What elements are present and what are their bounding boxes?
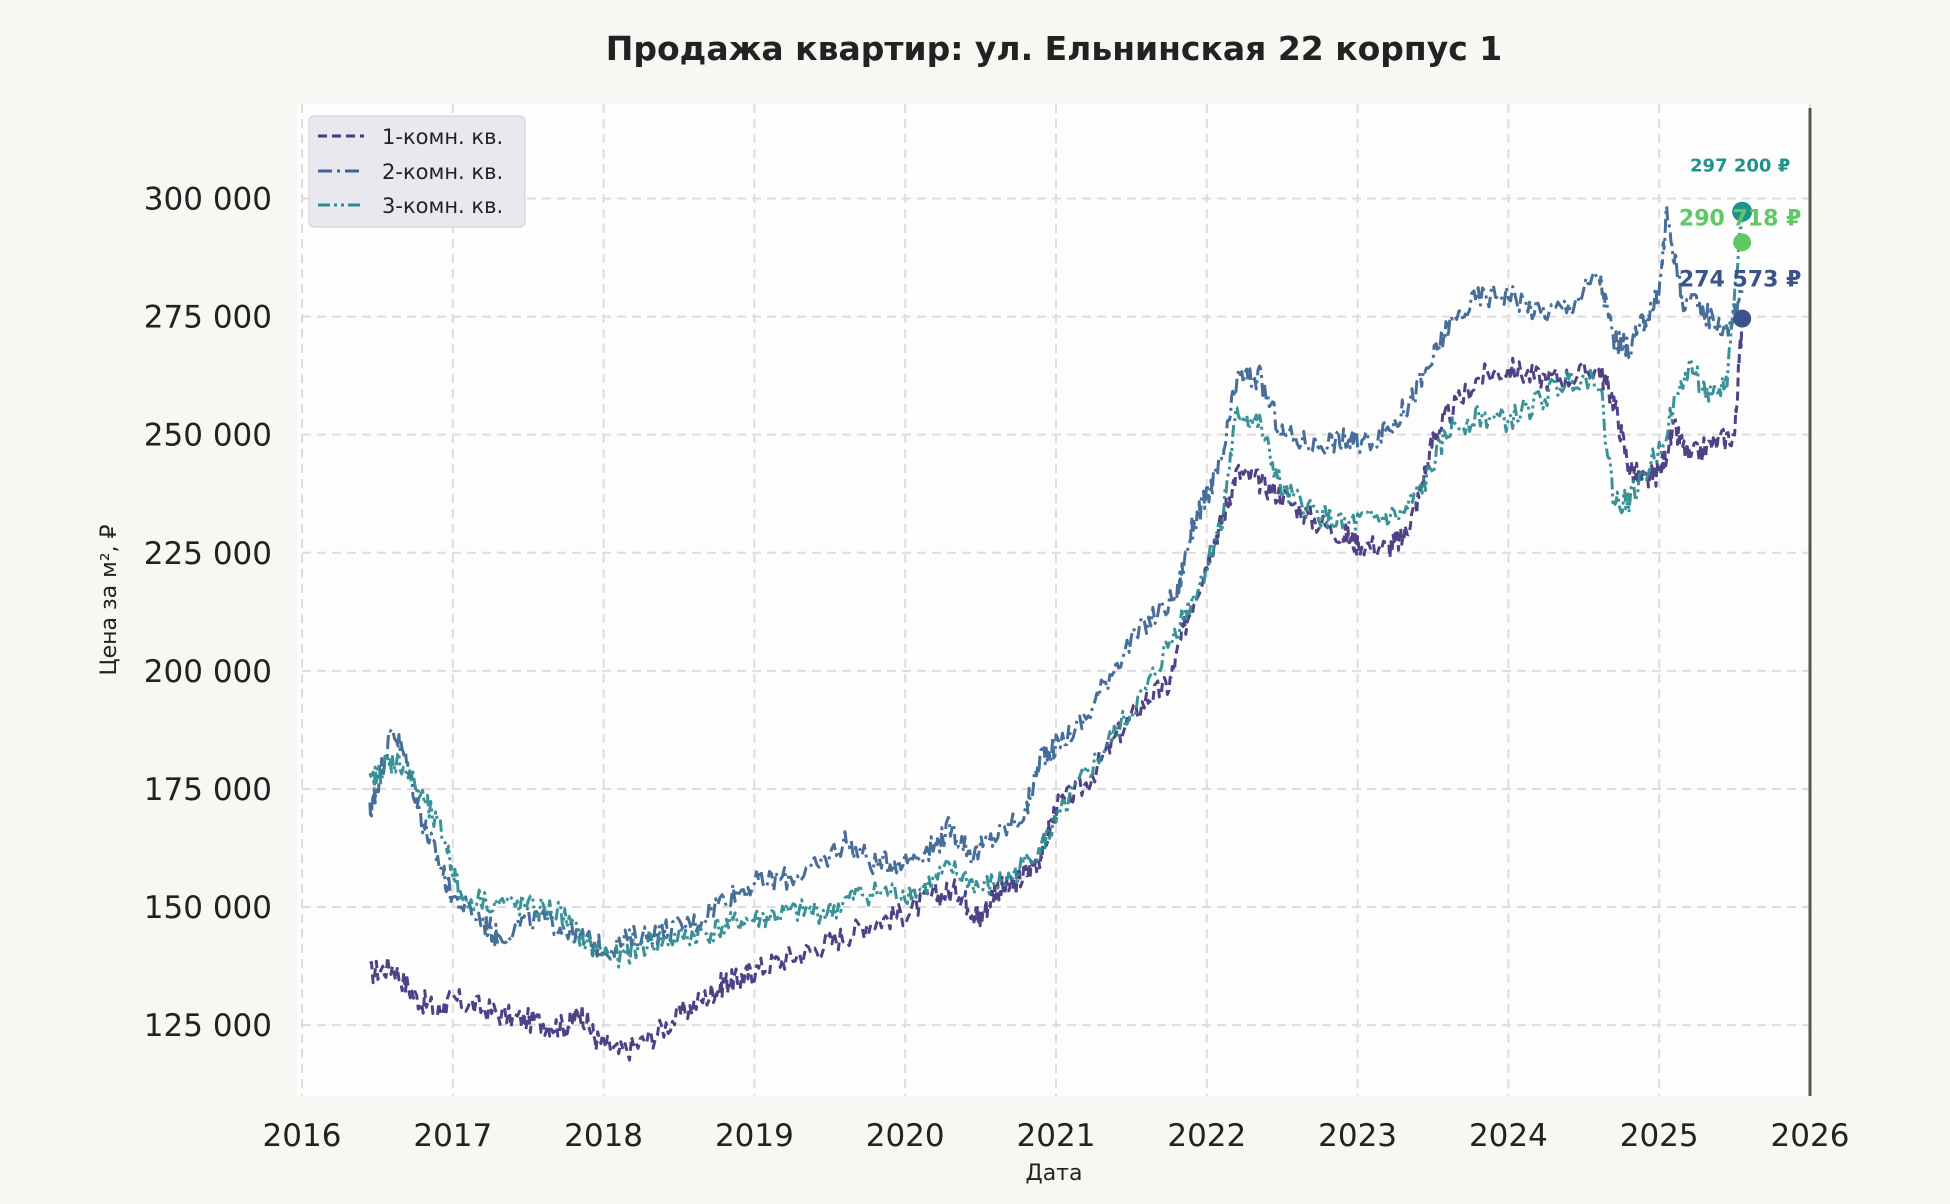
y-tick-label: 150 000 (144, 890, 272, 926)
x-tick-label: 2017 (413, 1118, 492, 1154)
series-line-3 (368, 211, 1744, 969)
x-tick-label: 2026 (1771, 1118, 1850, 1154)
end-marker-dot (1733, 309, 1752, 328)
x-axis-label: Дата (1026, 1161, 1083, 1186)
end-marker-label: 274 573 ₽ (1679, 268, 1801, 293)
series-lines (368, 204, 1744, 1062)
x-tick-label: 2021 (1017, 1118, 1096, 1154)
legend-label-2: 2-комн. кв. (382, 160, 503, 184)
end-marker-label: 297 200 ₽ (1690, 156, 1790, 177)
plot-area (297, 104, 1810, 1096)
chart-title: Продажа квартир: ул. Ельнинская 22 корпу… (606, 29, 1503, 68)
end-marker-dot (1733, 233, 1752, 252)
y-tick-label: 250 000 (144, 418, 272, 454)
y-tick-label: 200 000 (144, 654, 272, 690)
x-tick-label: 2022 (1167, 1118, 1246, 1154)
legend: 1-комн. кв. 2-комн. кв. 3-комн. кв. (308, 115, 526, 228)
x-tick-label: 2019 (715, 1118, 794, 1154)
x-tick-label: 2023 (1318, 1118, 1397, 1154)
y-axis-label: Цена за м², ₽ (97, 524, 122, 675)
x-tick-label: 2016 (263, 1118, 342, 1154)
end-marker-dot (1732, 201, 1753, 222)
end-markers: 297 200 ₽ 290 718 ₽ 274 573 ₽ (1679, 156, 1801, 328)
x-axis-ticks: 2016 2017 2018 2019 2020 2021 2022 2023 2024 2025… (263, 1118, 1850, 1154)
legend-label-3: 3-комн. кв. (382, 194, 503, 218)
end-marker-label: 290 718 ₽ (1679, 206, 1801, 231)
y-tick-label: 225 000 (144, 536, 272, 572)
x-tick-label: 2020 (866, 1118, 945, 1154)
y-tick-label: 175 000 (144, 772, 272, 808)
series-line-2 (368, 204, 1744, 961)
y-tick-label: 125 000 (144, 1008, 272, 1044)
y-tick-label: 300 000 (144, 181, 272, 217)
y-axis-ticks: 125 000 150 000 175 000 200 000 225 000 250 0… (144, 181, 272, 1044)
y-tick-label: 275 000 (144, 300, 272, 336)
series-line-1 (368, 318, 1744, 1062)
x-tick-label: 2024 (1469, 1118, 1548, 1154)
legend-label-1: 1-комн. кв. (382, 125, 503, 149)
legend-box (308, 115, 526, 228)
x-tick-label: 2025 (1620, 1118, 1699, 1154)
x-tick-label: 2018 (564, 1118, 643, 1154)
